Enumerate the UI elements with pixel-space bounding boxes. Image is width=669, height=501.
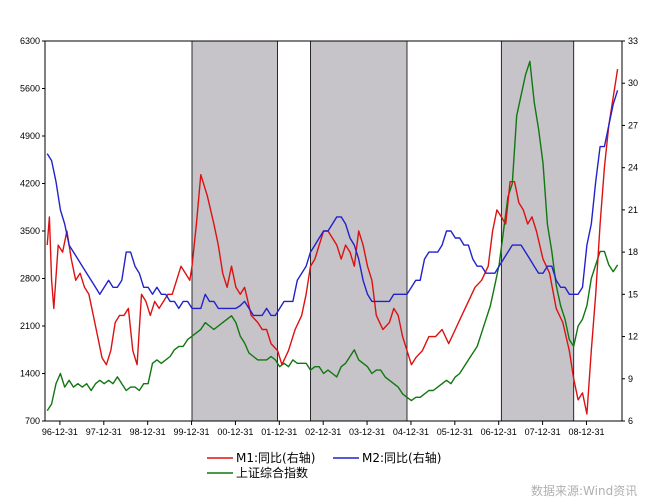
x-tick-label: 07-12-31	[525, 427, 561, 437]
legend-sh-label: 上证综合指数	[236, 465, 308, 480]
legend-m1-label: M1:同比(右轴)	[236, 450, 315, 465]
x-tick-label: 01-12-31	[261, 427, 297, 437]
y-right-tick-label: 33	[628, 36, 638, 46]
y-left-tick-label: 6300	[20, 36, 40, 46]
x-tick-label: 04-12-31	[393, 427, 429, 437]
x-tick-label: 99-12-31	[174, 427, 210, 437]
axes: 700 1400 2100 2800 3500 4200 4900 5600 6300 6 9 12 1…	[20, 36, 638, 437]
x-tick-label: 96-12-31	[42, 427, 78, 437]
watermark-source: 数据来源:Wind资讯	[531, 483, 637, 498]
y-left-tick-label: 4200	[20, 179, 40, 189]
series-lines	[46, 60, 619, 415]
legend-m2-label: M2:同比(右轴)	[362, 450, 441, 465]
series-m1-line	[46, 68, 619, 415]
y-right-tick-label: 30	[628, 78, 638, 88]
y-left-tick-label: 4900	[20, 131, 40, 141]
series-sh-index-line	[46, 60, 619, 412]
x-tick-label: 00-12-31	[217, 427, 253, 437]
series-m2-line	[46, 90, 619, 317]
x-tick-label: 08-12-31	[568, 427, 604, 437]
x-tick-label: 06-12-31	[481, 427, 517, 437]
x-tick-label: 98-12-31	[130, 427, 166, 437]
x-tick-label: 02-12-31	[305, 427, 341, 437]
x-tick-label: 03-12-31	[349, 427, 385, 437]
y-left-tick-label: 2800	[20, 274, 40, 284]
plot-border	[44, 40, 623, 422]
shaded-period-3	[500, 40, 575, 422]
y-right-tick-label: 27	[628, 120, 638, 130]
y-right-tick-label: 9	[628, 374, 633, 384]
y-left-tick-label: 2100	[20, 321, 40, 331]
y-right-tick-label: 6	[628, 416, 633, 426]
legend: M1:同比(右轴) M2:同比(右轴) 上证综合指数	[207, 450, 441, 480]
plot-frame	[44, 40, 623, 422]
y-right-tick-label: 18	[628, 247, 638, 257]
y-left-tick-label: 5600	[20, 84, 40, 94]
y-left-tick-label: 3500	[20, 226, 40, 236]
shaded-period-1	[191, 40, 278, 422]
y-right-tick-label: 21	[628, 205, 638, 215]
x-tick-label: 97-12-31	[86, 427, 122, 437]
shaded-periods	[191, 40, 575, 422]
y-right-tick-label: 15	[628, 289, 638, 299]
x-tick-label: 05-12-31	[437, 427, 473, 437]
y-left-tick-label: 700	[25, 416, 40, 426]
y-right-tick-label: 12	[628, 332, 638, 342]
y-right-tick-label: 24	[628, 163, 638, 173]
y-left-tick-label: 1400	[20, 369, 40, 379]
